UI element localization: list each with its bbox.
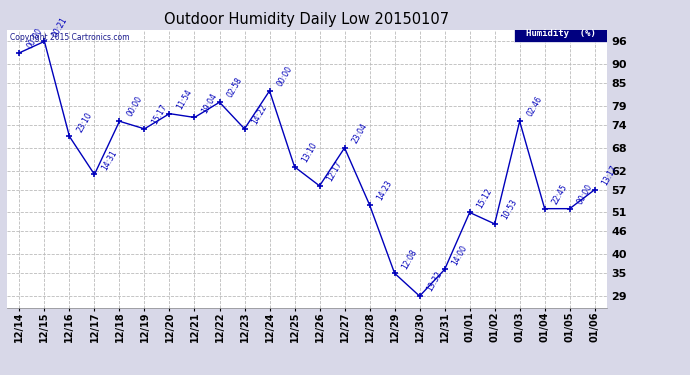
Text: 00:00: 00:00: [575, 182, 594, 206]
Text: 23:04: 23:04: [350, 122, 369, 145]
Text: 12:17: 12:17: [325, 160, 344, 183]
Text: 00:00: 00:00: [275, 64, 294, 88]
Text: 19:04: 19:04: [200, 91, 219, 115]
Text: 12:08: 12:08: [400, 247, 419, 270]
Text: 02:58: 02:58: [225, 76, 244, 99]
Text: 13:10: 13:10: [300, 141, 319, 164]
FancyBboxPatch shape: [514, 24, 607, 42]
Text: 14:23: 14:23: [375, 179, 394, 202]
Text: 13:17: 13:17: [600, 164, 619, 187]
Text: 23:10: 23:10: [75, 110, 94, 134]
Text: Humidity  (%): Humidity (%): [526, 29, 595, 38]
Text: 00:00: 00:00: [125, 95, 144, 118]
Text: 15:17: 15:17: [150, 103, 168, 126]
Text: Copyright 2015 Cartronics.com: Copyright 2015 Cartronics.com: [10, 33, 130, 42]
Text: 10:53: 10:53: [500, 198, 519, 221]
Text: 14:00: 14:00: [450, 243, 469, 267]
Text: 22:45: 22:45: [550, 183, 569, 206]
Text: 00:21: 00:21: [50, 15, 68, 39]
Text: 13:32: 13:32: [425, 270, 444, 293]
Text: 14:31: 14:31: [100, 148, 119, 172]
Title: Outdoor Humidity Daily Low 20150107: Outdoor Humidity Daily Low 20150107: [164, 12, 450, 27]
Text: 00:00: 00:00: [25, 27, 43, 50]
Text: 02:46: 02:46: [525, 95, 544, 118]
Text: 15:12: 15:12: [475, 186, 494, 210]
Text: 11:54: 11:54: [175, 87, 194, 111]
Text: 14:22: 14:22: [250, 103, 268, 126]
